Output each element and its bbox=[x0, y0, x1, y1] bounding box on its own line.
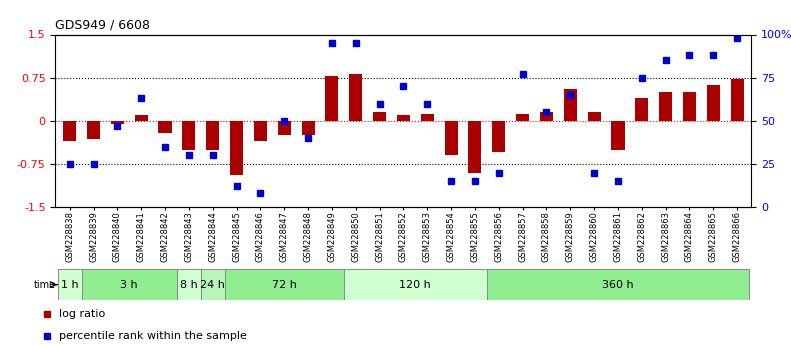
Text: 3 h: 3 h bbox=[120, 280, 138, 289]
Bar bbox=[158, 121, 172, 134]
Bar bbox=[445, 121, 458, 155]
Text: time: time bbox=[34, 280, 56, 289]
Bar bbox=[683, 92, 696, 121]
Bar bbox=[492, 121, 505, 152]
Bar bbox=[486, 269, 749, 300]
Bar bbox=[177, 269, 201, 300]
Bar bbox=[706, 85, 720, 121]
Bar bbox=[225, 269, 344, 300]
Text: GDS949 / 6608: GDS949 / 6608 bbox=[55, 19, 150, 32]
Bar bbox=[63, 121, 76, 141]
Text: 24 h: 24 h bbox=[200, 280, 225, 289]
Bar bbox=[230, 121, 243, 175]
Bar bbox=[588, 112, 600, 121]
Text: log ratio: log ratio bbox=[59, 309, 105, 318]
Bar bbox=[87, 121, 100, 139]
Text: 360 h: 360 h bbox=[602, 280, 634, 289]
Bar bbox=[349, 73, 362, 121]
Text: 1 h: 1 h bbox=[61, 280, 78, 289]
Bar bbox=[206, 121, 219, 149]
Text: 8 h: 8 h bbox=[180, 280, 198, 289]
Bar bbox=[301, 121, 315, 135]
Text: 72 h: 72 h bbox=[272, 280, 297, 289]
Bar bbox=[468, 121, 482, 172]
Bar bbox=[182, 121, 195, 149]
Bar bbox=[373, 112, 386, 121]
Bar bbox=[659, 92, 672, 121]
Bar bbox=[278, 121, 291, 135]
Bar bbox=[516, 114, 529, 121]
Bar bbox=[134, 115, 148, 121]
Text: 120 h: 120 h bbox=[399, 280, 431, 289]
Bar bbox=[201, 269, 225, 300]
Bar bbox=[81, 269, 177, 300]
Bar bbox=[421, 114, 433, 121]
Bar bbox=[254, 121, 267, 141]
Bar bbox=[397, 115, 410, 121]
Bar bbox=[731, 79, 744, 121]
Bar bbox=[325, 77, 339, 121]
Text: percentile rank within the sample: percentile rank within the sample bbox=[59, 331, 248, 341]
Bar bbox=[611, 121, 625, 149]
Bar bbox=[344, 269, 486, 300]
Bar bbox=[58, 269, 81, 300]
Bar bbox=[111, 121, 124, 124]
Bar bbox=[635, 98, 649, 121]
Bar bbox=[540, 112, 553, 121]
Bar bbox=[564, 89, 577, 121]
